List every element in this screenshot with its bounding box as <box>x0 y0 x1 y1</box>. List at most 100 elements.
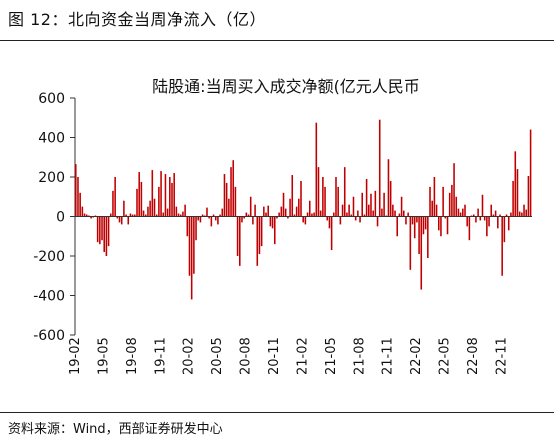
bar <box>223 174 226 217</box>
bar <box>134 214 136 217</box>
bar <box>510 212 512 217</box>
bar <box>392 204 394 217</box>
bar <box>236 216 239 256</box>
bar <box>112 190 114 217</box>
bar <box>258 216 261 255</box>
bar <box>101 216 103 241</box>
bar <box>171 182 173 217</box>
bar <box>527 176 530 217</box>
bar <box>468 216 471 241</box>
bar <box>83 213 86 217</box>
bar <box>398 213 401 217</box>
bar <box>280 206 283 217</box>
bar <box>352 196 355 217</box>
bar <box>446 216 449 235</box>
bar <box>103 216 105 253</box>
bar <box>313 212 315 217</box>
bar <box>376 216 379 227</box>
bar <box>142 210 145 217</box>
bar <box>99 216 101 245</box>
bar <box>155 214 158 217</box>
bar <box>427 216 429 258</box>
bar <box>451 184 453 217</box>
bottom-rule <box>0 412 554 413</box>
bar <box>179 214 182 217</box>
y-tick-label: -600 <box>33 328 65 344</box>
bar <box>381 208 383 217</box>
bar <box>383 192 385 217</box>
bar <box>319 210 322 217</box>
bar <box>409 216 412 270</box>
bar <box>339 216 342 225</box>
bar <box>201 214 204 217</box>
bar <box>252 216 254 225</box>
bar <box>317 167 320 217</box>
bar <box>295 206 298 217</box>
bar <box>481 194 484 217</box>
bar <box>287 216 289 219</box>
bar <box>505 214 508 217</box>
bar <box>241 216 243 223</box>
bar <box>160 171 162 217</box>
bar <box>394 210 396 217</box>
bar <box>129 213 132 217</box>
bar <box>77 177 79 217</box>
bar <box>219 214 221 217</box>
x-axis: 19-02 19-05 19-08 19-11 20-02 20-05 20-08 20-11… <box>68 216 532 375</box>
bar <box>173 173 175 217</box>
bar <box>507 216 510 231</box>
bar <box>466 216 468 227</box>
bar <box>462 208 464 217</box>
bar <box>378 119 381 217</box>
bar <box>322 177 324 217</box>
bar <box>228 198 230 217</box>
bar <box>254 204 256 217</box>
bar <box>464 204 466 217</box>
x-tick-label: 21-08 <box>352 337 367 375</box>
bar <box>234 186 237 217</box>
bar <box>206 207 208 217</box>
bar <box>131 214 134 217</box>
bar <box>164 174 167 217</box>
bar <box>363 214 366 217</box>
bar <box>107 216 110 247</box>
bar <box>162 212 165 217</box>
bar <box>144 214 147 217</box>
bar <box>523 204 525 217</box>
bar <box>125 214 127 217</box>
bar <box>256 216 259 266</box>
bar <box>188 216 191 276</box>
bar <box>212 214 215 217</box>
bar <box>442 186 444 217</box>
bar <box>276 216 278 219</box>
bar <box>109 213 112 217</box>
y-tick-label: 600 <box>38 91 65 107</box>
bar <box>387 159 390 217</box>
bar <box>479 216 482 221</box>
bar <box>424 216 427 230</box>
bar <box>186 216 189 237</box>
bar <box>346 212 348 217</box>
bar <box>488 216 490 227</box>
bar <box>289 198 291 217</box>
y-tick-label: -200 <box>33 249 65 265</box>
bar <box>243 216 245 219</box>
bar <box>416 216 418 223</box>
bar <box>448 192 451 217</box>
bar <box>311 213 313 217</box>
bar <box>199 216 202 223</box>
bar <box>140 181 143 217</box>
bar <box>278 212 280 217</box>
bar <box>96 216 99 243</box>
bar <box>267 205 269 217</box>
bar <box>501 216 503 276</box>
bar <box>343 167 346 217</box>
bar <box>177 213 180 217</box>
bar <box>273 216 276 245</box>
bar <box>514 151 517 217</box>
bar <box>512 180 514 217</box>
bar <box>518 211 521 217</box>
bar <box>175 206 178 217</box>
bar <box>315 122 318 217</box>
x-tick-label: 22-11 <box>494 337 509 375</box>
